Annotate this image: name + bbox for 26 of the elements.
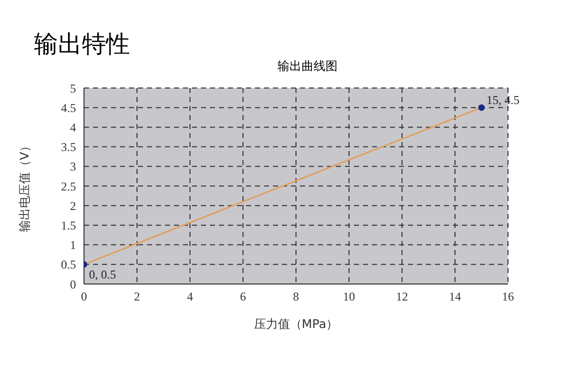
x-tick-label: 0: [81, 290, 87, 304]
x-tick-label: 10: [343, 290, 355, 304]
y-tick-label: 0: [70, 277, 76, 292]
x-tick-label: 6: [240, 290, 246, 304]
y-tick-label: 4.5: [61, 100, 76, 115]
chart-title: 输出特性: [34, 29, 131, 58]
y-tick-label: 3: [70, 160, 76, 174]
x-tick-label: 16: [502, 290, 514, 304]
chart-subtitle: 输出曲线图: [276, 58, 338, 75]
x-tick-label: 14: [449, 290, 461, 304]
x-tick-label: 4: [187, 290, 193, 304]
y-tick-label: 3.5: [61, 140, 76, 154]
y-axis-title: 输出电压值（V）: [17, 140, 32, 232]
y-tick-label: 1: [70, 238, 76, 252]
x-tick-label: 8: [293, 290, 299, 304]
y-tick-label: 1.5: [61, 218, 76, 232]
x-tick-label: 12: [396, 290, 408, 304]
x-tick-label: 2: [134, 290, 140, 304]
y-tick-label: 0.5: [61, 258, 76, 272]
annotation: 0, 0.5: [89, 268, 116, 282]
x-axis-title: 压力值（MPa）: [254, 317, 338, 331]
annotation: 15, 4.5: [486, 92, 520, 107]
y-tick-label: 2: [70, 198, 76, 213]
y-tick-label: 5: [70, 81, 76, 96]
y-tick-label: 4: [70, 120, 76, 134]
y-tick-label: 2.5: [61, 179, 76, 194]
